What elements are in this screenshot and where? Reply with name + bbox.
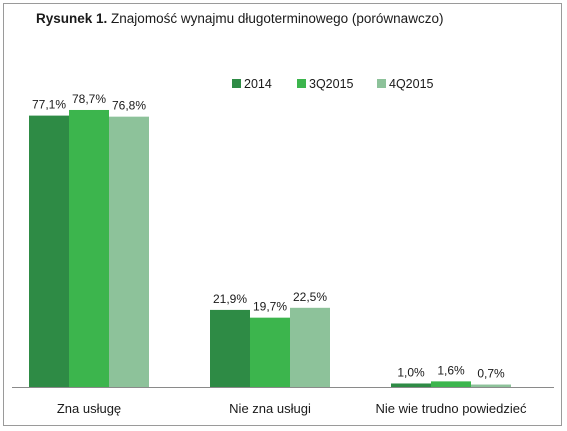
data-label: 0,7% (477, 367, 505, 381)
bar-2014-1 (29, 115, 69, 387)
bar-3q2015-2 (250, 317, 290, 387)
data-label: 21,9% (213, 292, 247, 306)
bar-3q2015-1 (69, 109, 109, 387)
data-label: 19,7% (253, 300, 287, 314)
legend-swatch-2014 (232, 79, 241, 88)
bar-4q2015-3 (471, 384, 511, 387)
x-tick-label: Zna usługę (57, 401, 121, 416)
legend-label: 2014 (244, 77, 272, 91)
x-tick-label: Nie zna usługi (229, 401, 311, 416)
data-label: 76,8% (112, 99, 146, 113)
bar-3q2015-3 (431, 381, 471, 387)
legend-label: 4Q2015 (389, 77, 434, 91)
data-label: 1,0% (397, 365, 425, 379)
data-label: 1,6% (437, 363, 465, 377)
data-label: 77,1% (32, 98, 66, 112)
legend-swatch-4q2015 (377, 79, 386, 88)
chart-title-prefix: Rysunek 1. (36, 11, 108, 26)
legend-label: 3Q2015 (309, 77, 354, 91)
legend-swatch-3q2015 (297, 79, 306, 88)
bar-4q2015-1 (109, 116, 149, 387)
bar-4q2015-2 (290, 307, 330, 387)
chart-title: Rysunek 1. Znajomość wynajmu długotermin… (36, 11, 443, 26)
bar-2014-3 (391, 383, 431, 387)
bar-2014-2 (210, 309, 250, 387)
x-tick-label: Nie wie trudno powiedzieć (375, 401, 527, 416)
data-label: 78,7% (72, 92, 106, 106)
chart-title-text: Znajomość wynajmu długoterminowego (poró… (107, 11, 444, 26)
data-label: 22,5% (293, 290, 327, 304)
